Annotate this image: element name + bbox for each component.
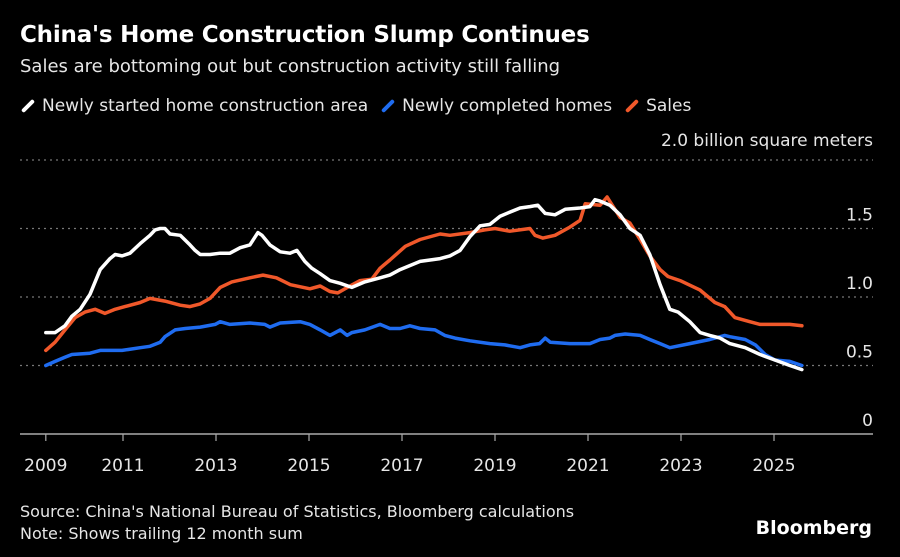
footnote: Note: Shows trailing 12 month sum bbox=[20, 524, 303, 543]
series-line-sales bbox=[44, 195, 804, 353]
legend-item-starts: Newly started home construction area bbox=[20, 96, 368, 116]
x-tick-label: 2013 bbox=[194, 456, 237, 476]
bloomberg-logo: Bloomberg bbox=[755, 517, 872, 539]
legend-item-sales: Sales bbox=[624, 96, 691, 116]
x-tick-label: 2019 bbox=[473, 456, 516, 476]
legend-label: Newly started home construction area bbox=[42, 96, 369, 116]
chart-title: China's Home Construction Slump Continue… bbox=[20, 22, 590, 48]
series-line-completed bbox=[44, 319, 804, 368]
y-tick-label: 1.0 bbox=[846, 274, 873, 294]
chart-subtitle: Sales are bottoming out but construction… bbox=[20, 56, 561, 77]
y-tick-label: 1.5 bbox=[846, 206, 873, 226]
x-tick-label: 2023 bbox=[659, 456, 702, 476]
y-tick-label: 0.5 bbox=[846, 343, 873, 363]
legend-item-completed: Newly completed homes bbox=[380, 96, 612, 116]
series-line-new-starts bbox=[44, 197, 804, 372]
x-tick-label: 2021 bbox=[566, 456, 609, 476]
x-tick-label: 2015 bbox=[287, 456, 330, 476]
x-tick-label: 2025 bbox=[752, 456, 795, 476]
legend: Newly started home construction area New… bbox=[20, 96, 691, 116]
x-tick-label: 2017 bbox=[380, 456, 423, 476]
y-tick-label: 2.0 billion square meters bbox=[661, 131, 873, 151]
legend-label: Newly completed homes bbox=[402, 96, 613, 116]
legend-label: Sales bbox=[646, 96, 692, 116]
x-tick-label: 2009 bbox=[24, 456, 67, 476]
source-note: Source: China's National Bureau of Stati… bbox=[20, 502, 575, 521]
x-tick-label: 2011 bbox=[101, 456, 144, 476]
y-tick-label: 0 bbox=[862, 411, 873, 431]
